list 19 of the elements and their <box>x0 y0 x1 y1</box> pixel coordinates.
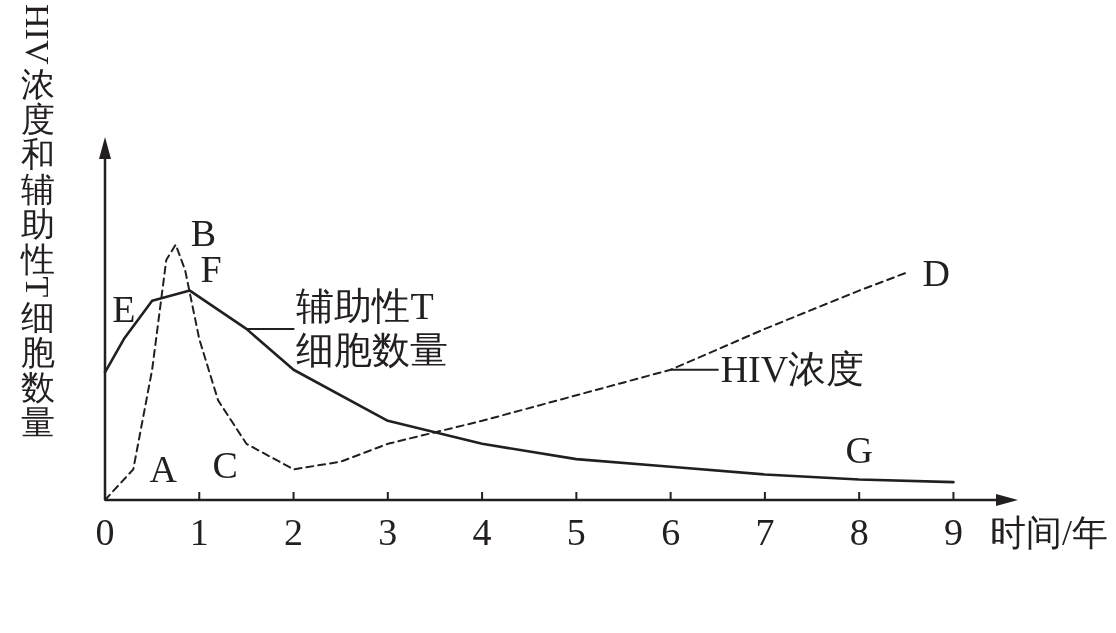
annotation: D <box>922 251 951 294</box>
x-tick-label: 5 <box>566 511 586 553</box>
annotation: 辅助性T 细胞数量 <box>296 284 449 371</box>
x-tick-label: 3 <box>378 511 398 553</box>
annotation: G <box>845 428 873 471</box>
x-tick-label: 1 <box>189 511 209 553</box>
x-tick-label: 8 <box>849 511 869 553</box>
annotation: A <box>149 448 178 491</box>
x-axis-title: 时间/年 <box>989 513 1108 553</box>
text: HIV浓度和辅助性T细胞数量 <box>19 4 56 442</box>
x-tick-label: 2 <box>284 511 304 553</box>
x-tick-label: 0 <box>95 511 115 553</box>
x-tick-label: 6 <box>661 511 681 553</box>
annotation: C <box>212 444 238 487</box>
x-tick-label: 9 <box>943 511 963 553</box>
annotation: HIV浓度 <box>720 347 865 390</box>
annotation: E <box>112 288 136 331</box>
x-tick-label: 7 <box>755 511 775 553</box>
x-tick-label: 4 <box>472 511 492 553</box>
